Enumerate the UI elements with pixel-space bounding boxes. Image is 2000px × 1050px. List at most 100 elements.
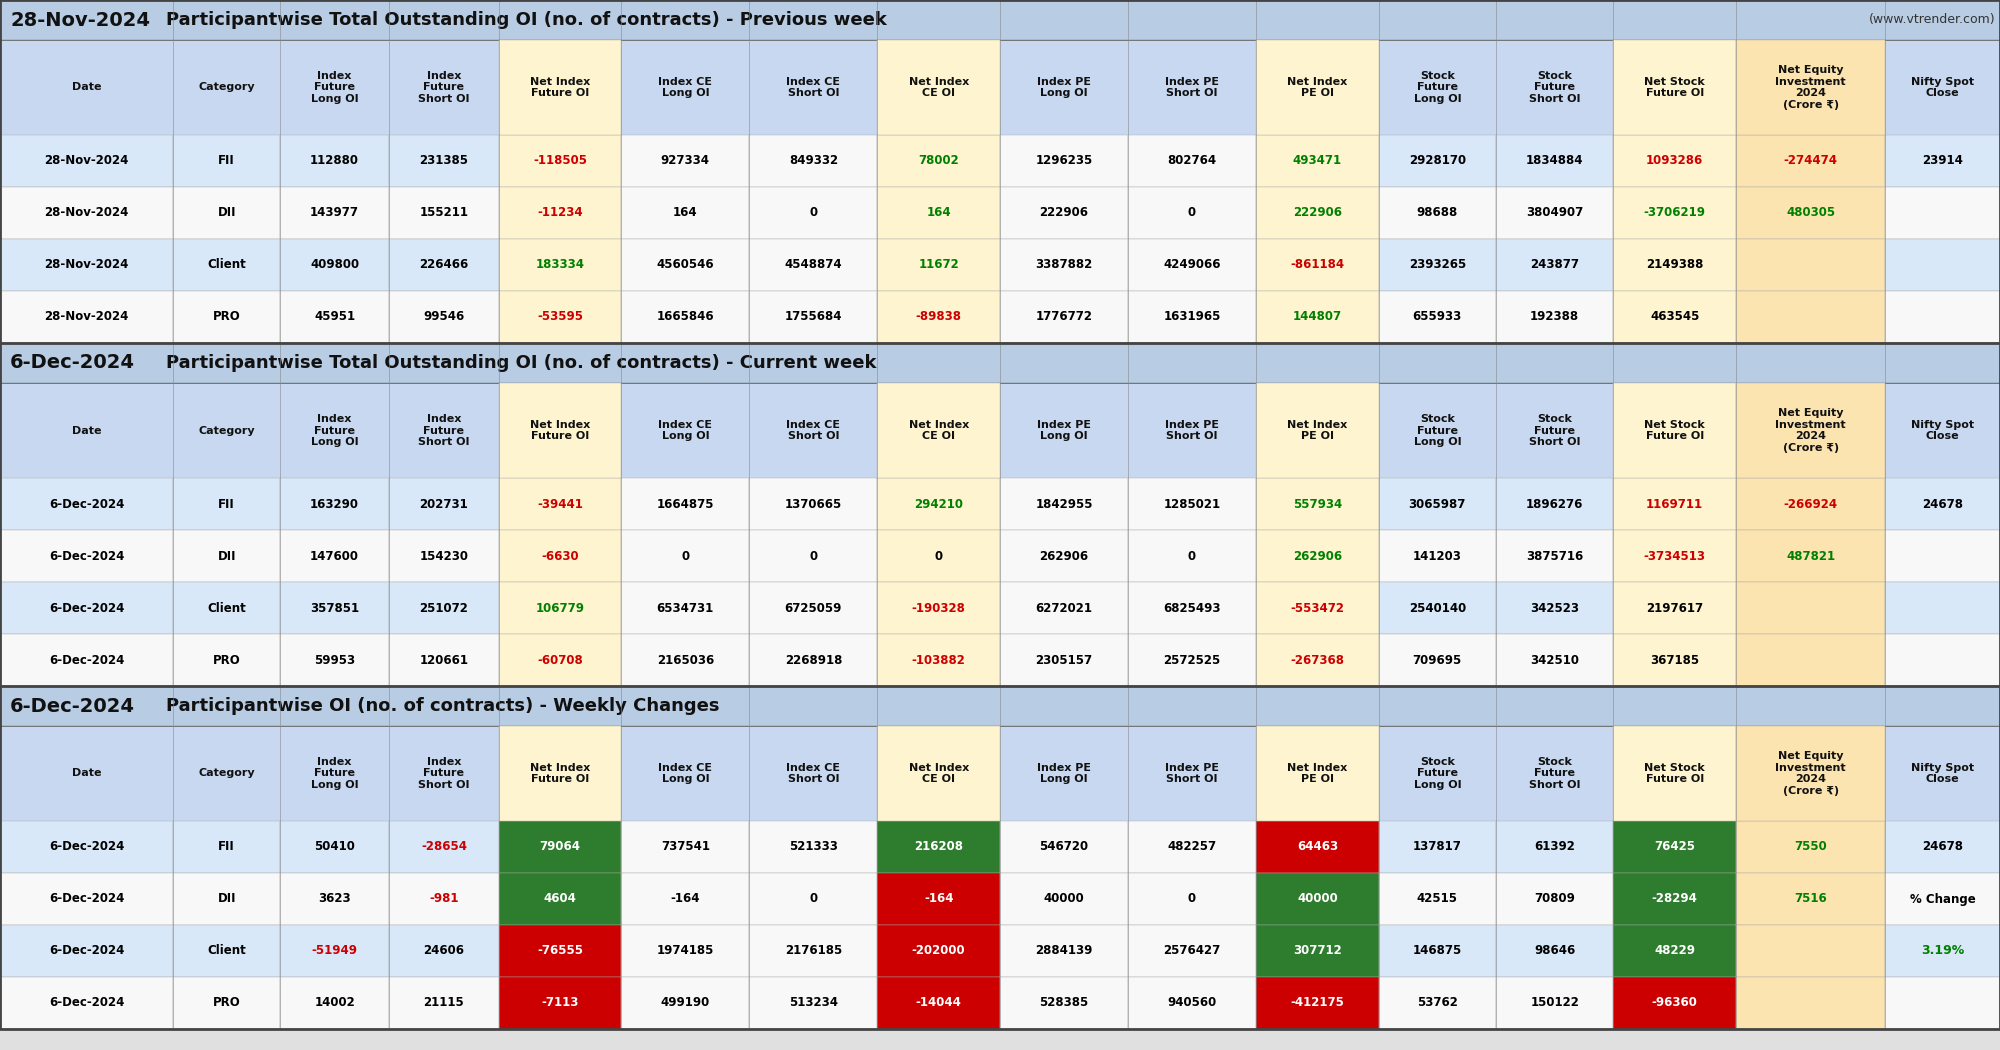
Bar xyxy=(280,925,390,976)
Text: 737541: 737541 xyxy=(660,840,710,854)
Text: 3875716: 3875716 xyxy=(1526,549,1584,563)
Text: Participantwise Total Outstanding OI (no. of contracts) - Previous week: Participantwise Total Outstanding OI (no… xyxy=(166,10,886,29)
Text: 1974185: 1974185 xyxy=(656,945,714,958)
Bar xyxy=(390,478,498,530)
Bar xyxy=(878,135,1000,187)
Bar xyxy=(1614,821,1736,873)
Bar xyxy=(174,634,280,686)
Bar xyxy=(1736,976,1886,1029)
Bar xyxy=(390,239,498,291)
Bar xyxy=(1496,478,1614,530)
Bar xyxy=(1886,291,2000,343)
Bar xyxy=(390,873,498,925)
Bar xyxy=(1886,239,2000,291)
Text: 6-Dec-2024: 6-Dec-2024 xyxy=(48,549,124,563)
Bar xyxy=(1886,821,2000,873)
Text: 48229: 48229 xyxy=(1654,945,1696,958)
Bar xyxy=(1378,925,1496,976)
Text: 64463: 64463 xyxy=(1296,840,1338,854)
Text: Net Stock
Future OI: Net Stock Future OI xyxy=(1644,77,1706,99)
Text: 28-Nov-2024: 28-Nov-2024 xyxy=(44,154,128,168)
Text: 546720: 546720 xyxy=(1040,840,1088,854)
Bar xyxy=(1000,135,1128,187)
Bar xyxy=(498,40,622,135)
Text: 480305: 480305 xyxy=(1786,207,1836,219)
Bar xyxy=(1496,187,1614,239)
Text: Net Index
CE OI: Net Index CE OI xyxy=(908,762,968,784)
Text: 1631965: 1631965 xyxy=(1164,311,1220,323)
Text: 1896276: 1896276 xyxy=(1526,498,1584,510)
Text: Index
Future
Short OI: Index Future Short OI xyxy=(418,757,470,790)
Bar xyxy=(0,478,174,530)
Bar xyxy=(1000,821,1128,873)
Bar xyxy=(1496,530,1614,582)
Bar xyxy=(390,291,498,343)
Text: 709695: 709695 xyxy=(1412,653,1462,667)
Text: -118505: -118505 xyxy=(532,154,588,168)
Text: -3734513: -3734513 xyxy=(1644,549,1706,563)
Text: 262906: 262906 xyxy=(1040,549,1088,563)
Bar xyxy=(1496,135,1614,187)
Text: Stock
Future
Short OI: Stock Future Short OI xyxy=(1528,414,1580,447)
Bar xyxy=(1000,187,1128,239)
Text: 0: 0 xyxy=(1188,549,1196,563)
Bar xyxy=(1128,582,1256,634)
Bar xyxy=(1614,925,1736,976)
Text: -190328: -190328 xyxy=(912,602,966,614)
Bar xyxy=(1886,925,2000,976)
Bar xyxy=(622,634,750,686)
Text: Index CE
Long OI: Index CE Long OI xyxy=(658,77,712,99)
Bar xyxy=(1000,239,1128,291)
Text: Index PE
Long OI: Index PE Long OI xyxy=(1036,420,1092,441)
Text: Index CE
Long OI: Index CE Long OI xyxy=(658,762,712,784)
Bar xyxy=(390,135,498,187)
Text: -103882: -103882 xyxy=(912,653,966,667)
Bar xyxy=(1736,239,1886,291)
Bar xyxy=(498,925,622,976)
Bar xyxy=(174,530,280,582)
Text: -412175: -412175 xyxy=(1290,996,1344,1009)
Bar xyxy=(0,925,174,976)
Text: Category: Category xyxy=(198,769,254,778)
Bar xyxy=(1256,726,1378,821)
Text: 513234: 513234 xyxy=(788,996,838,1009)
Bar xyxy=(1000,530,1128,582)
Text: 342523: 342523 xyxy=(1530,602,1580,614)
Bar xyxy=(1886,530,2000,582)
Bar xyxy=(174,478,280,530)
Text: -51949: -51949 xyxy=(312,945,358,958)
Bar xyxy=(1000,873,1128,925)
Text: 79064: 79064 xyxy=(540,840,580,854)
Text: -28654: -28654 xyxy=(420,840,468,854)
Bar xyxy=(1256,634,1378,686)
Bar xyxy=(0,187,174,239)
Bar xyxy=(280,239,390,291)
Bar xyxy=(1128,291,1256,343)
Text: 3065987: 3065987 xyxy=(1408,498,1466,510)
Text: 3.19%: 3.19% xyxy=(1922,945,1964,958)
Text: FII: FII xyxy=(218,154,236,168)
Bar xyxy=(498,239,622,291)
Text: 0: 0 xyxy=(682,549,690,563)
Bar xyxy=(280,976,390,1029)
Text: 6-Dec-2024: 6-Dec-2024 xyxy=(48,498,124,510)
Bar xyxy=(174,582,280,634)
Text: Client: Client xyxy=(208,258,246,272)
Bar xyxy=(1000,478,1128,530)
Bar xyxy=(750,135,878,187)
Bar xyxy=(622,239,750,291)
Text: 367185: 367185 xyxy=(1650,653,1700,667)
Bar xyxy=(280,135,390,187)
Text: 0: 0 xyxy=(1188,207,1196,219)
Text: -7113: -7113 xyxy=(542,996,578,1009)
Bar xyxy=(1128,925,1256,976)
Bar xyxy=(498,726,622,821)
Bar xyxy=(878,478,1000,530)
Text: 78002: 78002 xyxy=(918,154,960,168)
Text: 2572525: 2572525 xyxy=(1164,653,1220,667)
Text: 216208: 216208 xyxy=(914,840,964,854)
Bar xyxy=(1128,821,1256,873)
Bar xyxy=(1378,530,1496,582)
Text: 0: 0 xyxy=(810,549,818,563)
Text: 307712: 307712 xyxy=(1292,945,1342,958)
